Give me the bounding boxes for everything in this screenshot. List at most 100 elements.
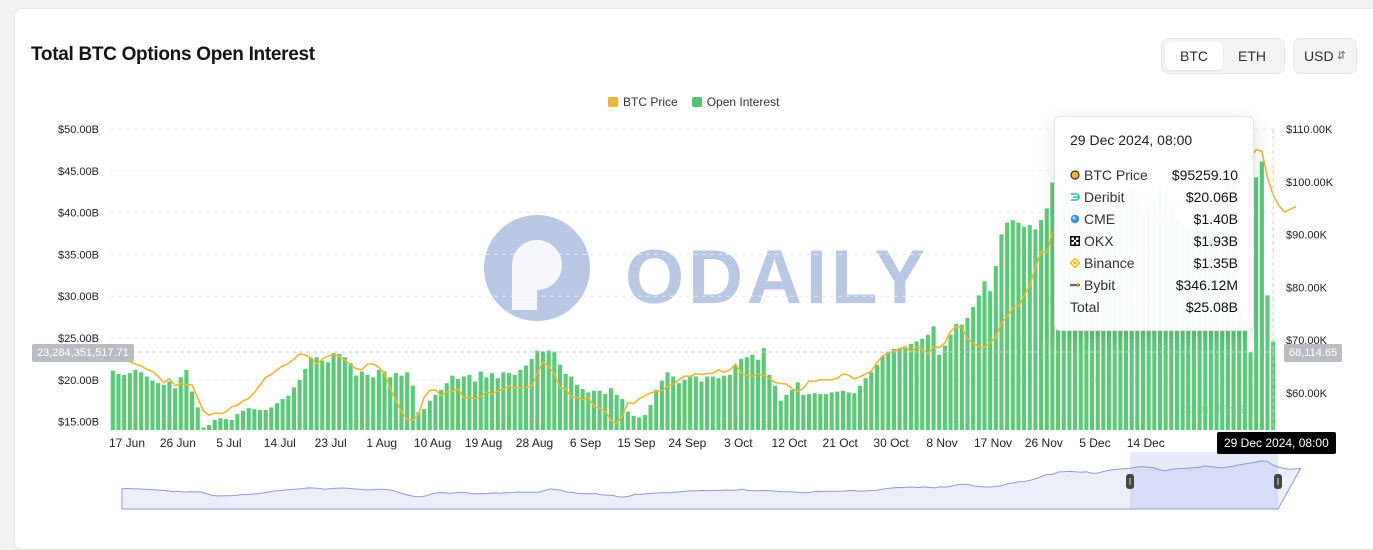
open-interest-bar	[733, 364, 738, 430]
currency-select[interactable]: USD ⇵	[1293, 38, 1357, 74]
open-interest-bar	[444, 383, 449, 430]
open-interest-bar	[863, 378, 868, 430]
open-interest-bar	[252, 409, 257, 430]
open-interest-bar	[1022, 226, 1027, 430]
open-interest-bar	[914, 341, 919, 430]
x-tick-label: 1 Aug	[366, 436, 397, 450]
tooltip-value: $346.12M	[1175, 277, 1238, 293]
crosshair-right-value: 68,114.65	[1284, 344, 1343, 362]
open-interest-bar	[110, 370, 115, 430]
open-interest-bar	[795, 382, 800, 430]
open-interest-bar	[931, 326, 936, 430]
open-interest-bar	[507, 373, 512, 430]
tooltip-row-bybit: Bybit $346.12M	[1070, 274, 1238, 296]
deribit-icon	[1071, 193, 1080, 201]
open-interest-bar	[767, 374, 772, 430]
open-interest-bar	[1259, 161, 1264, 431]
crosshair-date: 29 Dec 2024, 08:00	[1217, 432, 1336, 454]
chart-legend: BTC Price Open Interest	[608, 95, 779, 109]
open-interest-bar	[891, 348, 896, 430]
tooltip-value: $1.35B	[1193, 255, 1238, 271]
x-tick-label: 14 Jul	[264, 436, 296, 450]
x-tick-label: 14 Dec	[1127, 436, 1165, 450]
open-interest-bar	[235, 414, 240, 430]
tooltip-value: $20.06B	[1185, 189, 1238, 205]
y-right-tick-label: $110.00K	[1286, 124, 1333, 136]
legend-item-btc-price[interactable]: BTC Price	[608, 95, 678, 109]
x-tick-label: 8 Nov	[926, 436, 957, 450]
cme-icon	[1070, 214, 1080, 224]
open-interest-bar	[399, 375, 404, 430]
open-interest-bar	[116, 373, 121, 430]
open-interest-bar	[982, 281, 987, 430]
open-interest-bar	[263, 409, 268, 430]
tooltip-label: OKX	[1084, 233, 1114, 249]
open-interest-bar	[642, 414, 647, 430]
open-interest-bar	[371, 377, 376, 430]
open-interest-bar	[722, 375, 727, 430]
open-interest-bar	[240, 410, 246, 430]
open-interest-bar	[631, 415, 636, 430]
odaily-watermark: ODAILY coinglass	[484, 215, 1245, 416]
x-tick-label: 12 Oct	[772, 436, 808, 450]
open-interest-bar	[1050, 182, 1055, 430]
x-tick-label: 17 Nov	[974, 436, 1012, 450]
x-tick-label: 30 Oct	[873, 436, 909, 450]
open-interest-bar	[303, 368, 308, 430]
range-navigator[interactable]	[121, 452, 1302, 510]
x-tick-label: 23 Jul	[315, 436, 347, 450]
open-interest-bar	[195, 407, 200, 430]
tooltip-row-okx: OKX $1.93B	[1070, 230, 1238, 252]
y-left-tick-label: $15.00B	[58, 417, 99, 429]
open-interest-bar	[540, 351, 546, 430]
open-interest-bar	[716, 378, 721, 430]
open-interest-bar	[925, 334, 930, 430]
open-interest-bar	[201, 427, 206, 430]
tab-eth[interactable]: ETH	[1238, 48, 1266, 64]
tab-btc[interactable]: BTC	[1165, 42, 1223, 70]
x-tick-label: 21 Oct	[823, 436, 859, 450]
x-tick-label: 19 Aug	[465, 436, 502, 450]
y-left-tick-label: $25.00B	[58, 333, 99, 345]
open-interest-bar	[359, 371, 364, 430]
y-left-tick-label: $20.00B	[58, 375, 99, 387]
tooltip-value: $1.40B	[1193, 211, 1238, 227]
open-interest-bar	[654, 389, 659, 430]
open-interest-bar	[563, 373, 568, 430]
open-interest-bar	[348, 363, 353, 430]
open-interest-bar	[122, 374, 127, 430]
open-interest-bar	[574, 384, 580, 430]
open-interest-bar	[461, 376, 466, 430]
legend-item-open-interest[interactable]: Open Interest	[691, 95, 779, 109]
open-interest-bar	[473, 381, 478, 430]
open-interest-bar	[971, 307, 976, 430]
chevron-updown-icon: ⇵	[1336, 50, 1346, 62]
open-interest-bar	[167, 381, 172, 430]
odaily-logo-icon	[484, 215, 590, 321]
open-interest-bar	[954, 323, 959, 430]
open-interest-bar	[869, 372, 874, 430]
okx-icon	[1070, 236, 1080, 246]
open-interest-bar	[671, 376, 676, 430]
y-left-tick-label: $40.00B	[58, 208, 99, 220]
y-axis-left: $15.00B $20.00B $25.00B $30.00B $35.00B $40.0…	[58, 124, 99, 429]
open-interest-bar	[942, 345, 947, 430]
open-interest-bar	[784, 394, 789, 430]
open-interest-bar	[331, 353, 336, 430]
open-interest-bar	[965, 317, 970, 430]
open-interest-bar	[750, 354, 755, 430]
open-interest-bar	[416, 412, 421, 430]
x-tick-label: 15 Sep	[617, 436, 655, 450]
open-interest-bar	[405, 372, 410, 430]
open-interest-bar	[286, 395, 291, 430]
open-interest-bar	[224, 419, 229, 430]
open-interest-bar	[529, 358, 534, 430]
open-interest-bar	[688, 375, 693, 430]
navigator-selection[interactable]	[1130, 452, 1278, 509]
open-interest-bar	[1254, 177, 1259, 430]
open-interest-bar	[257, 409, 263, 430]
open-interest-bar	[410, 385, 415, 430]
open-interest-bar	[693, 376, 698, 430]
watermark-text: ODAILY	[625, 235, 929, 320]
y-left-tick-label: $30.00B	[58, 291, 99, 303]
